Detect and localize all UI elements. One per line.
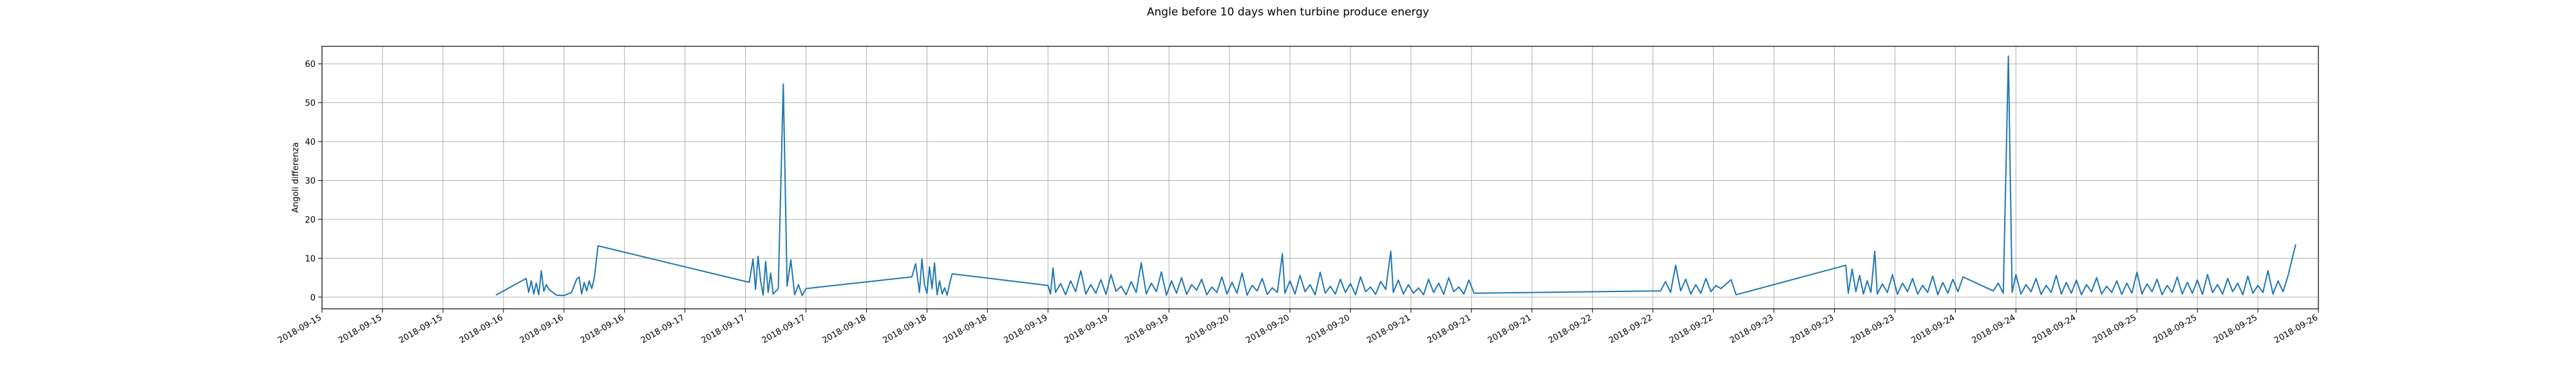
y-tick-label: 0 bbox=[310, 293, 316, 303]
x-tick-label: 2018-09-20 bbox=[1184, 313, 1231, 345]
x-tick-label: 2018-09-19 bbox=[1123, 313, 1170, 345]
y-tick-label: 50 bbox=[305, 99, 316, 109]
x-tick-label: 2018-09-16 bbox=[458, 313, 505, 345]
y-tick-label: 10 bbox=[305, 254, 316, 264]
x-tick-label: 2018-09-23 bbox=[1728, 313, 1776, 345]
x-tick-label: 2018-09-20 bbox=[1244, 313, 1291, 345]
x-tick-label: 2018-09-21 bbox=[1426, 313, 1473, 345]
x-tick-label: 2018-09-26 bbox=[2273, 313, 2320, 345]
x-tick-label: 2018-09-24 bbox=[2031, 313, 2078, 345]
x-tick-label: 2018-09-22 bbox=[1547, 313, 1594, 345]
plot-frame bbox=[322, 46, 2318, 309]
x-tick-label: 2018-09-24 bbox=[1970, 313, 2017, 345]
chart-title: Angle before 10 days when turbine produc… bbox=[1147, 6, 1429, 19]
x-tick-label: 2018-09-16 bbox=[518, 313, 565, 345]
x-tick-label: 2018-09-15 bbox=[276, 313, 323, 345]
y-axis: 0 10 20 30 40 50 60 bbox=[305, 60, 322, 303]
x-tick-label: 2018-09-18 bbox=[821, 313, 868, 345]
x-tick-label: 2018-09-19 bbox=[1002, 313, 1049, 345]
y-tick-label: 60 bbox=[305, 60, 316, 69]
x-tick-label: 2018-09-15 bbox=[397, 313, 444, 345]
y-tick-label: 20 bbox=[305, 216, 316, 225]
x-tick-label: 2018-09-17 bbox=[639, 313, 687, 345]
y-tick-label: 40 bbox=[305, 138, 316, 147]
grid bbox=[322, 46, 2318, 309]
x-tick-label: 2018-09-17 bbox=[700, 313, 747, 345]
x-tick-label: 2018-09-20 bbox=[1305, 313, 1352, 345]
x-tick-label: 2018-09-25 bbox=[2152, 313, 2199, 345]
x-tick-label: 2018-09-18 bbox=[942, 313, 989, 345]
x-tick-label: 2018-09-25 bbox=[2212, 313, 2259, 345]
x-tick-label: 2018-09-23 bbox=[1849, 313, 1896, 345]
x-axis: 2018-09-15 2018-09-15 2018-09-15 2018-09-16… bbox=[276, 309, 2320, 345]
x-tick-label: 2018-09-21 bbox=[1486, 313, 1533, 345]
x-tick-label: 2018-09-19 bbox=[1063, 313, 1110, 345]
x-tick-label: 2018-09-16 bbox=[579, 313, 626, 345]
x-tick-label: 2018-09-21 bbox=[1365, 313, 1412, 345]
x-tick-label: 2018-09-17 bbox=[761, 313, 808, 345]
y-axis-label: Angoli differenza bbox=[291, 142, 301, 213]
x-tick-label: 2018-09-22 bbox=[1607, 313, 1654, 345]
x-tick-label: 2018-09-24 bbox=[1909, 313, 1956, 345]
series-line bbox=[496, 56, 2296, 295]
x-tick-label: 2018-09-15 bbox=[337, 313, 384, 345]
y-tick-label: 30 bbox=[305, 177, 316, 187]
x-tick-label: 2018-09-18 bbox=[881, 313, 928, 345]
x-tick-label: 2018-09-23 bbox=[1789, 313, 1836, 345]
x-tick-label: 2018-09-25 bbox=[2091, 313, 2138, 345]
x-tick-label: 2018-09-22 bbox=[1668, 313, 1715, 345]
series-layer bbox=[496, 56, 2296, 295]
